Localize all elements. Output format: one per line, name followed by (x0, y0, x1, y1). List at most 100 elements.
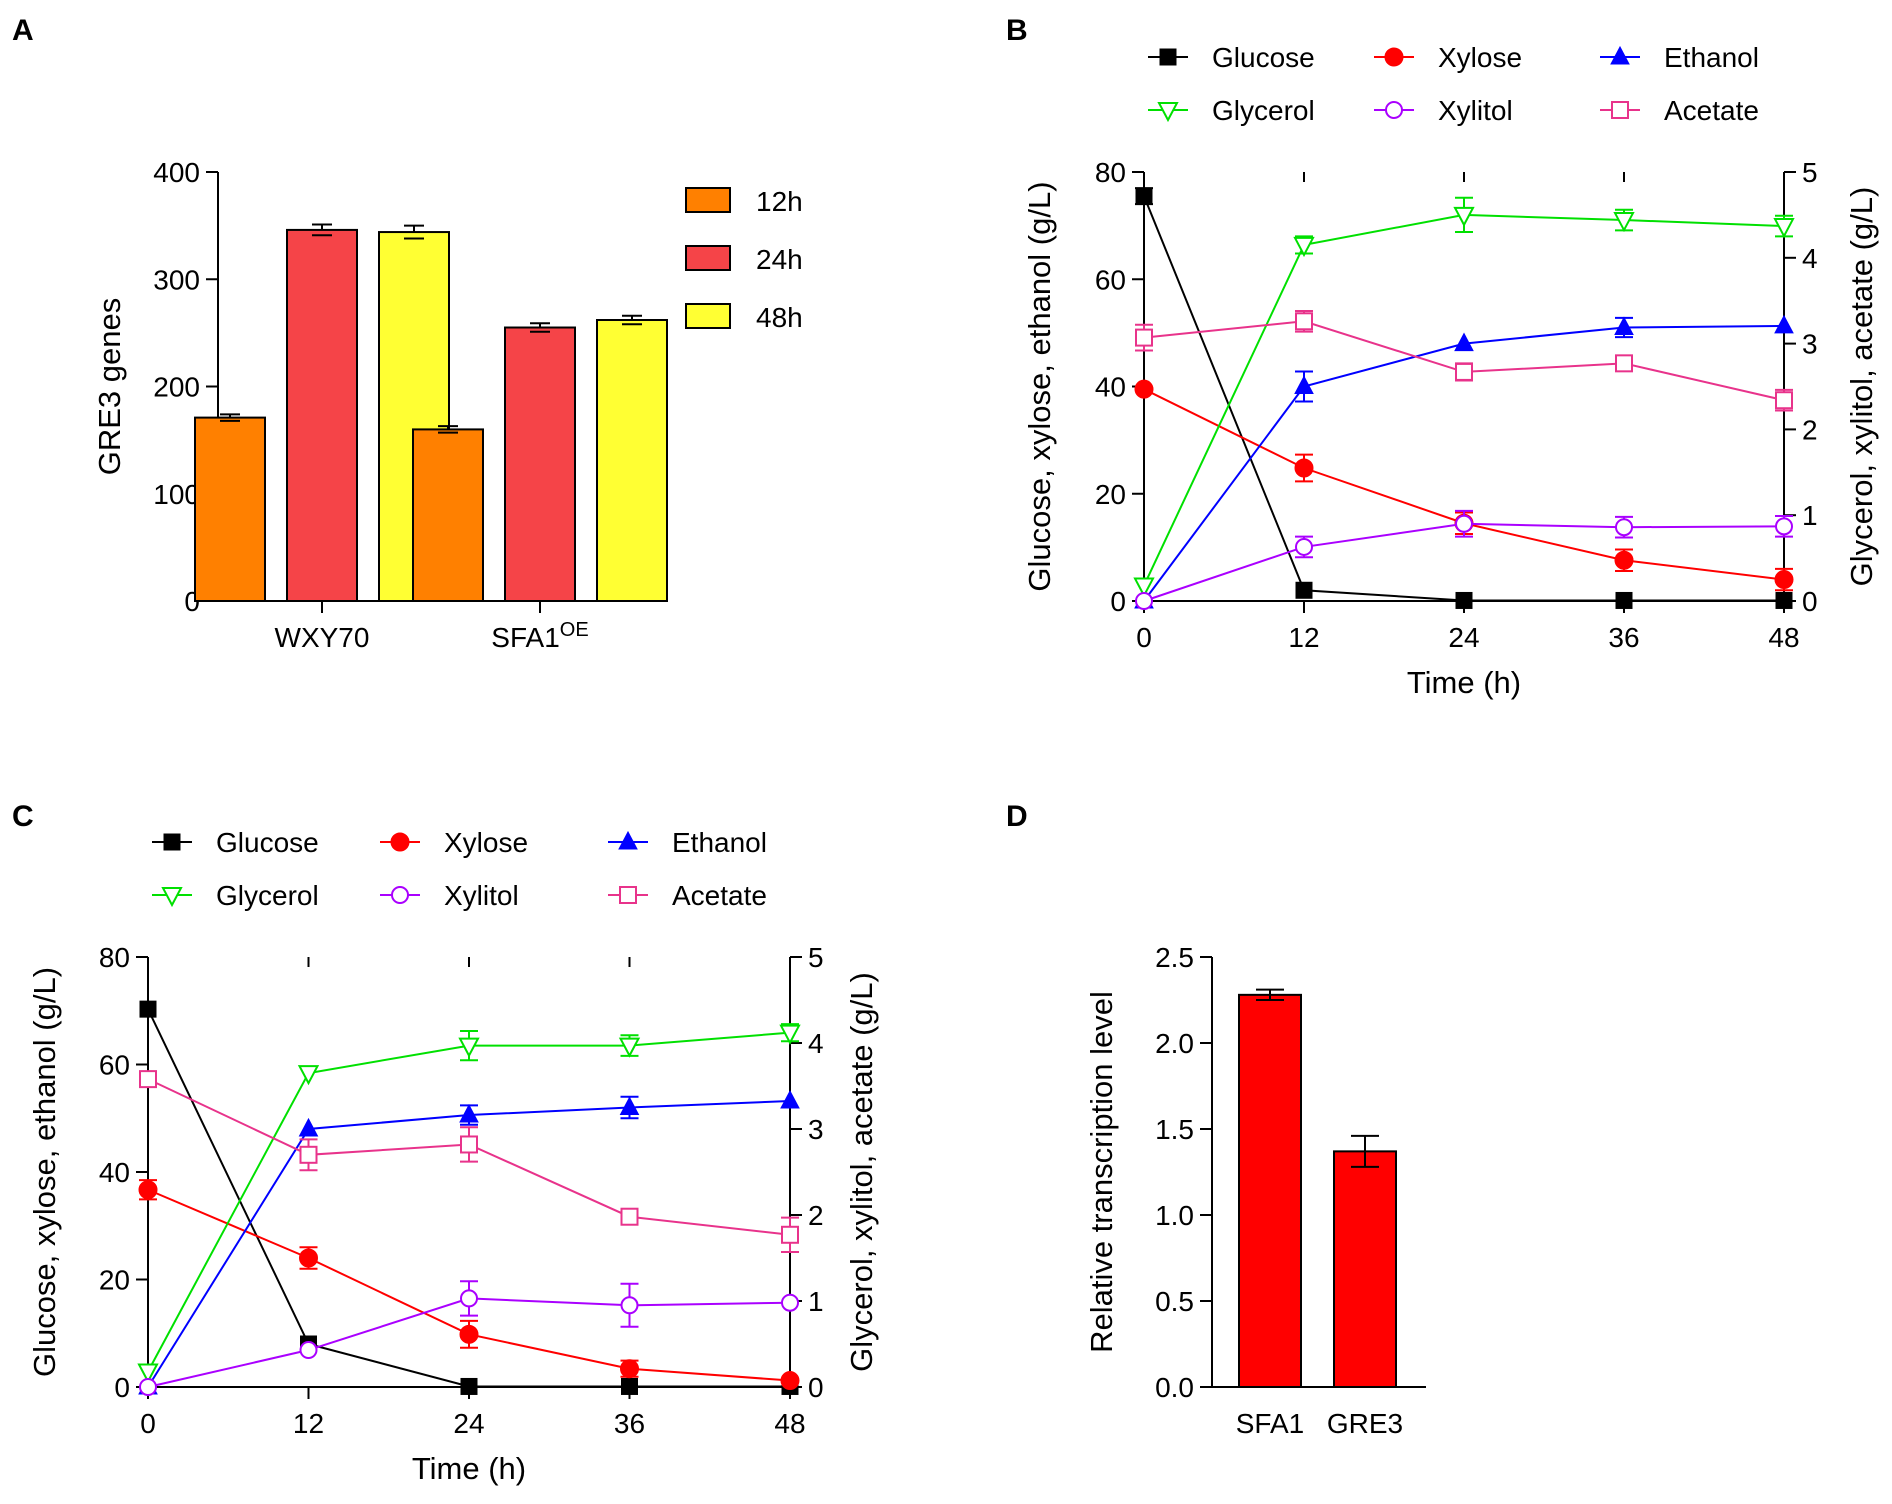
data-point-xylose-36 (620, 1359, 639, 1379)
data-point-ethanol-24 (1454, 332, 1474, 352)
series-line-xylose (1143, 388, 1785, 581)
data-point-xylose-36 (1614, 550, 1634, 570)
data-point-ethanol-48 (780, 1089, 800, 1109)
right-tick-label: 5 (808, 942, 824, 973)
legend-marker-xylitol (391, 886, 409, 904)
data-point-glycerol-12 (1293, 236, 1315, 258)
data-point-xylitol-36 (1615, 518, 1633, 537)
data-point-glucose-36 (1615, 591, 1633, 609)
right-tick-label: 4 (1802, 243, 1818, 274)
right-tick-label: 1 (1802, 500, 1818, 531)
data-point-glycerol-48 (779, 1024, 801, 1045)
legend-label-glucose: Glucose (1212, 42, 1315, 73)
y-tick-label: 300 (153, 264, 200, 295)
left-tick-label: 80 (99, 942, 130, 973)
data-point-ethanol-12 (1294, 375, 1314, 394)
bar-gre3 (1333, 1150, 1397, 1388)
right-tick-label: 3 (808, 1114, 824, 1145)
legend-marker-glucose (163, 833, 181, 851)
x-tick-label: 24 (453, 1408, 484, 1439)
left-tick-label: 60 (1095, 264, 1126, 295)
legend-marker-glycerol (1157, 102, 1179, 123)
panel-letter-c: C (12, 800, 34, 833)
legend-label-glucose: Glucose (216, 827, 319, 858)
data-point-glycerol-0 (137, 1363, 159, 1384)
legend-label-xylitol: Xylitol (444, 880, 519, 911)
x-tick-label-gre3: GRE3 (1327, 1408, 1403, 1439)
data-point-acetate-36 (620, 1207, 639, 1226)
data-point-glucose-24 (460, 1377, 478, 1395)
series-line-glucose (1143, 195, 1784, 602)
data-point-xylitol-12 (299, 1341, 318, 1360)
right-tick-label: 3 (1802, 329, 1818, 360)
data-point-xylitol-0 (139, 1378, 157, 1396)
right-tick-label: 2 (1802, 414, 1818, 445)
legend-label-acetate: Acetate (672, 880, 767, 911)
legend-marker-ethanol (1610, 45, 1630, 65)
data-point-glucose-0 (139, 1000, 157, 1018)
left-tick-label: 0 (1110, 586, 1126, 617)
data-point-glycerol-24 (458, 1037, 480, 1058)
left-tick-label: 40 (1095, 372, 1126, 403)
data-point-glucose-36 (621, 1377, 638, 1395)
bar-sfa1 (1238, 993, 1302, 1389)
left-tick-label: 80 (1095, 157, 1126, 188)
data-point-glycerol-0 (1133, 577, 1155, 598)
legend-marker-acetate (619, 886, 637, 904)
y-axis-title: Relative transcription level (1084, 991, 1119, 1353)
legend-label-48h: 48h (756, 302, 803, 333)
legend-label-glycerol: Glycerol (216, 880, 319, 911)
data-point-xylitol-36 (620, 1296, 639, 1315)
x-tick-label-wxy70: WXY70 (275, 622, 370, 653)
y-tick-label: 1.0 (1155, 1200, 1194, 1231)
bar-12h-wxy70 (194, 416, 266, 603)
x-axis-title: Time (h) (1407, 665, 1521, 700)
right-tick-label: 0 (808, 1372, 824, 1403)
legend-marker-glycerol (161, 887, 183, 908)
data-point-glucose-24 (1455, 591, 1473, 609)
data-point-ethanol-36 (1614, 316, 1634, 336)
data-point-xylose-12 (1294, 458, 1314, 478)
legend-label-glycerol: Glycerol (1212, 95, 1315, 126)
bar-24h-wxy70 (286, 228, 358, 602)
left-tick-label: 60 (99, 1050, 130, 1081)
legend-swatch-24h (685, 245, 731, 271)
bar-24h-sfa1 (504, 326, 576, 602)
data-point-ethanol-12 (298, 1117, 319, 1137)
x-tick-label: 24 (1448, 622, 1479, 653)
data-point-acetate-0 (1135, 328, 1153, 347)
legend-marker-xylitol (1385, 101, 1403, 119)
bar-48h-sfa1 (596, 319, 668, 602)
x-tick-label: 48 (1768, 622, 1799, 653)
x-tick-label: 0 (1136, 622, 1152, 653)
x-tick-label: 48 (774, 1408, 805, 1439)
legend-label-ethanol: Ethanol (1664, 42, 1759, 73)
legend-swatch-12h (685, 187, 731, 213)
y-tick-label: 1.5 (1155, 1114, 1194, 1145)
data-point-xylitol-24 (1455, 514, 1473, 533)
y-tick-label: 100 (153, 479, 200, 510)
legend-marker-xylose (1384, 47, 1404, 67)
data-point-xylose-24 (459, 1324, 479, 1344)
data-point-acetate-24 (1455, 362, 1473, 381)
left-tick-label: 40 (99, 1157, 130, 1188)
legend-marker-acetate (1611, 101, 1629, 119)
data-point-acetate-12 (1295, 312, 1313, 331)
y-tick-label: 200 (153, 372, 200, 403)
legend-marker-xylose (390, 832, 410, 852)
x-tick-label-sfa1: SFA1 (1236, 1408, 1304, 1439)
legend-label-12h: 12h (756, 186, 803, 217)
right-tick-label: 0 (1802, 586, 1818, 617)
data-point-ethanol-48 (1774, 314, 1794, 334)
data-point-ethanol-36 (619, 1096, 640, 1115)
legend-marker-glucose (1159, 48, 1177, 66)
legend-label-acetate: Acetate (1664, 95, 1759, 126)
data-point-xylitol-48 (781, 1293, 799, 1312)
legend-swatch-48h (685, 303, 731, 329)
right-tick-label: 1 (808, 1286, 824, 1317)
legend-label-24h: 24h (756, 244, 803, 275)
